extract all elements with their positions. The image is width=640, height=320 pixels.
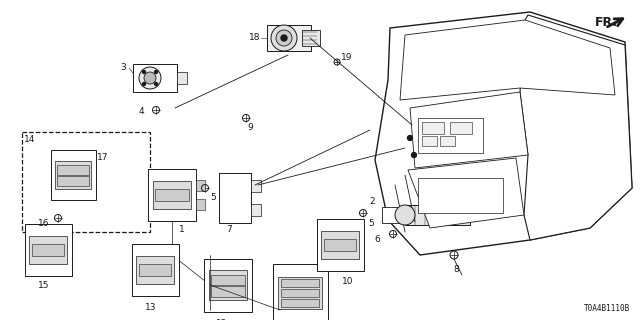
- Bar: [136, 256, 174, 284]
- Bar: [418, 118, 483, 153]
- Bar: [382, 207, 404, 223]
- Text: 14: 14: [24, 135, 36, 145]
- Circle shape: [276, 30, 292, 46]
- Text: 3: 3: [120, 63, 126, 73]
- Circle shape: [154, 83, 157, 85]
- Bar: [251, 204, 261, 216]
- Bar: [302, 30, 320, 46]
- Bar: [133, 64, 177, 92]
- Bar: [321, 231, 359, 259]
- Bar: [422, 136, 437, 146]
- Bar: [196, 199, 205, 210]
- Circle shape: [408, 135, 413, 140]
- Bar: [138, 264, 172, 276]
- Bar: [148, 169, 196, 221]
- Bar: [273, 264, 328, 320]
- Bar: [267, 25, 311, 51]
- Text: 12: 12: [216, 318, 228, 320]
- Bar: [281, 299, 319, 307]
- Bar: [209, 270, 247, 300]
- Text: 7: 7: [226, 226, 232, 235]
- Bar: [204, 259, 252, 311]
- Text: 16: 16: [38, 219, 50, 228]
- Text: 19: 19: [341, 52, 353, 61]
- Bar: [281, 289, 319, 297]
- Circle shape: [144, 72, 156, 84]
- Bar: [211, 286, 244, 297]
- Text: 5: 5: [210, 194, 216, 203]
- Text: 18: 18: [249, 34, 260, 43]
- Text: 17: 17: [97, 153, 109, 162]
- Circle shape: [139, 67, 161, 89]
- Polygon shape: [520, 15, 632, 240]
- Circle shape: [154, 70, 157, 74]
- Bar: [29, 236, 67, 264]
- Text: FR.: FR.: [595, 15, 618, 28]
- Circle shape: [281, 35, 287, 41]
- Bar: [324, 239, 356, 252]
- Circle shape: [271, 25, 297, 51]
- Polygon shape: [400, 20, 615, 100]
- Bar: [450, 122, 472, 134]
- Circle shape: [143, 83, 145, 85]
- Bar: [24, 224, 72, 276]
- Bar: [211, 275, 244, 285]
- Bar: [405, 205, 470, 225]
- Bar: [422, 122, 444, 134]
- Bar: [177, 72, 187, 84]
- Bar: [219, 173, 251, 223]
- Circle shape: [143, 70, 145, 74]
- Bar: [278, 277, 322, 309]
- Polygon shape: [375, 12, 632, 255]
- Bar: [57, 176, 89, 186]
- Bar: [418, 178, 503, 213]
- Text: 8: 8: [453, 265, 459, 274]
- Polygon shape: [408, 158, 524, 228]
- Bar: [57, 165, 89, 175]
- Bar: [31, 244, 65, 256]
- Text: 5: 5: [368, 219, 374, 228]
- Bar: [251, 180, 261, 192]
- Text: 6: 6: [374, 235, 380, 244]
- Bar: [22, 132, 150, 232]
- Bar: [131, 244, 179, 296]
- Text: 13: 13: [145, 302, 157, 311]
- Circle shape: [395, 205, 415, 225]
- Bar: [196, 180, 205, 191]
- Bar: [155, 188, 189, 201]
- Circle shape: [412, 153, 417, 157]
- Bar: [281, 279, 319, 287]
- Bar: [440, 136, 455, 146]
- Polygon shape: [410, 92, 528, 168]
- Bar: [153, 181, 191, 209]
- Text: 15: 15: [38, 282, 50, 291]
- Text: 10: 10: [342, 276, 354, 285]
- Text: 9: 9: [247, 124, 253, 132]
- Text: 4: 4: [138, 108, 144, 116]
- Text: T0A4B1110B: T0A4B1110B: [584, 304, 630, 313]
- Bar: [317, 219, 364, 271]
- Bar: [51, 150, 95, 200]
- Bar: [55, 161, 91, 189]
- Text: 1: 1: [179, 225, 185, 234]
- Text: 2: 2: [369, 196, 375, 205]
